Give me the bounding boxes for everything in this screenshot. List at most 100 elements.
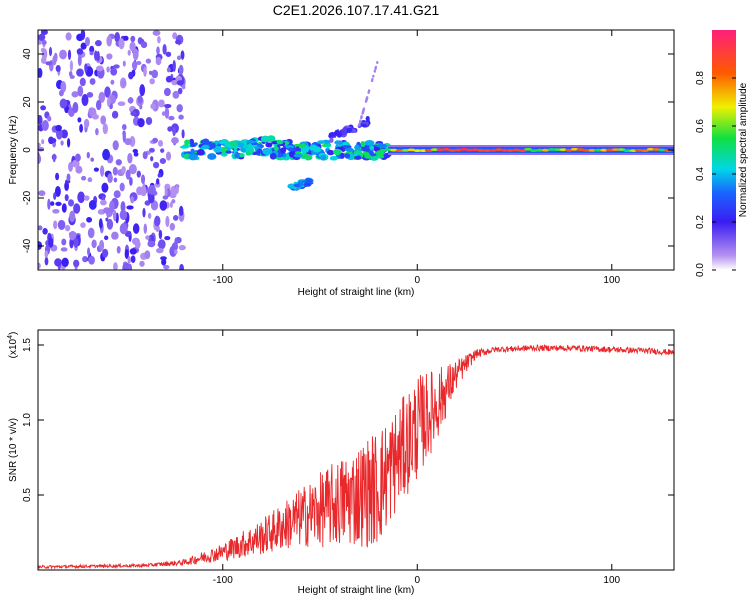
noise-blob (147, 240, 156, 248)
ridge-core (582, 149, 591, 152)
noise-blob (172, 59, 176, 72)
noise-blob (144, 250, 151, 260)
ridge-blob (369, 145, 375, 151)
noise-blob (38, 190, 46, 197)
noise-blob (60, 140, 64, 146)
noise-blob (47, 198, 51, 210)
noise-blob (95, 128, 99, 136)
noise-blob (178, 244, 186, 251)
noise-blob (76, 68, 84, 77)
noise-blob (152, 30, 161, 36)
noise-blob (147, 212, 152, 219)
noise-blob (160, 256, 167, 261)
streak-blob (373, 69, 376, 73)
noise-blob (130, 35, 136, 43)
noise-blob (86, 151, 90, 159)
streak-blob (367, 91, 370, 94)
noise-blob (124, 138, 132, 146)
noise-blob (98, 209, 104, 215)
ridge-blob (364, 140, 375, 146)
noise-blob (38, 33, 46, 41)
noise-blob (142, 207, 146, 218)
spectrogram-heatmap (38, 30, 674, 270)
y-tick-label: -20 (22, 190, 33, 205)
ridge-blob (239, 153, 245, 158)
ridge-blob (234, 152, 242, 159)
noise-blob (55, 124, 62, 132)
noise-blob (167, 126, 173, 132)
noise-blob (68, 199, 74, 207)
noise-blob (152, 137, 159, 144)
branch-blob (293, 183, 301, 188)
noise-blob (119, 223, 128, 235)
noise-blob (111, 110, 119, 119)
noise-blob (169, 222, 176, 231)
noise-blob (156, 178, 160, 185)
ridge-blob (262, 148, 273, 156)
ridge-blob (225, 150, 232, 154)
branch-blob (329, 137, 334, 143)
ridge-blob (353, 152, 359, 157)
snr-y-scale: (x104) (7, 332, 19, 359)
ridge-core (547, 148, 556, 151)
noise-blob (157, 239, 166, 250)
ridge-core (395, 149, 404, 153)
noise-blob (180, 50, 185, 60)
noise-blob (104, 235, 109, 241)
ridge-blob (377, 143, 388, 149)
ridge-blob (201, 144, 210, 150)
ridge-blob (295, 146, 300, 151)
noise-blob (158, 100, 165, 108)
noise-blob (132, 48, 139, 61)
noise-blob (123, 35, 129, 41)
noise-blob (88, 199, 97, 210)
ridge-blob (245, 151, 252, 156)
noise-blob (181, 129, 185, 139)
noise-blob (60, 129, 68, 139)
ridge-blob (265, 142, 273, 148)
noise-blob (38, 142, 41, 148)
noise-blob (172, 126, 176, 137)
noise-blob (171, 137, 179, 144)
noise-blob (148, 147, 155, 153)
noise-blob (158, 229, 163, 240)
noise-blob (95, 99, 102, 111)
noise-blob (55, 172, 60, 181)
noise-blob (124, 249, 129, 259)
noise-blob (69, 60, 74, 72)
noise-blob (119, 182, 125, 192)
colorbar-ticks: 0.0 0.2 0.4 0.6 0.8 (695, 71, 736, 277)
noise-blob (165, 51, 172, 57)
noise-blob (159, 200, 168, 211)
ridge-blob (189, 138, 195, 145)
streak-blob (371, 78, 374, 81)
branch-blob (299, 182, 304, 187)
noise-blob (153, 161, 160, 169)
noise-blob (139, 84, 146, 97)
chart-title: C2E1.2026.107.17.41.G21 (273, 2, 440, 18)
y-tick-label: 0.5 (22, 488, 33, 502)
noise-blob (173, 249, 178, 255)
noise-blob (38, 153, 42, 165)
noise-blob (157, 173, 162, 178)
colorbar: 0.0 0.2 0.4 0.6 0.8 Normalized spectral ampl… (695, 30, 749, 277)
ridge-blob (320, 154, 327, 161)
ridge-core (430, 148, 439, 152)
ridge-blob (213, 145, 223, 153)
noise-blob (90, 157, 94, 162)
noise-blob (41, 40, 47, 45)
noise-blob (166, 67, 171, 73)
ridge-blob (375, 151, 385, 156)
noise-blob (143, 223, 148, 234)
noise-blob (130, 196, 135, 204)
noise-blob (73, 237, 79, 249)
ridge-blob (317, 140, 326, 145)
noise-blob (109, 94, 117, 104)
ridge-core (518, 149, 527, 153)
noise-blob (179, 263, 184, 270)
ridge-blob (293, 143, 302, 148)
noise-blob (164, 236, 171, 241)
noise-blob (129, 41, 136, 52)
ridge-blob (228, 140, 238, 147)
noise-blob (60, 81, 67, 93)
